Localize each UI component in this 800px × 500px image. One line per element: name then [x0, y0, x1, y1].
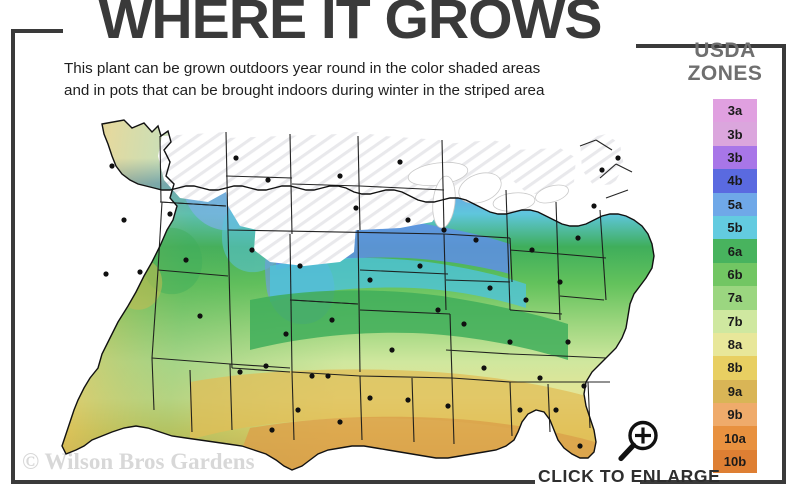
frame-right-edge [782, 44, 786, 484]
legend-swatch-label: 6b [727, 266, 743, 282]
copyright-watermark: © Wilson Bros Gardens [22, 449, 255, 474]
legend-swatch-9b-13: 9b [713, 403, 757, 427]
frame-top-left-stub [11, 29, 63, 33]
legend-swatch-label: 7b [727, 313, 743, 329]
legend-swatch-5b-5: 5b [713, 215, 757, 240]
legend-swatch-9a-12: 9a [713, 379, 757, 404]
usda-heading-line-2: ZONES [687, 61, 763, 85]
legend-swatch-label: 6a [727, 243, 743, 259]
legend-swatch-label: 8a [727, 337, 743, 353]
legend-swatch-10b-15: 10b [713, 449, 757, 474]
legend-swatch-8b-11: 8b [713, 356, 757, 380]
legend-swatch-7b-9: 7b [713, 309, 757, 333]
legend-swatch-label: 3a [727, 103, 743, 119]
legend-swatch-label: 5b [727, 220, 743, 236]
hardiness-zone-map[interactable]: USDA plant hardiness zone map of the con… [40, 110, 660, 480]
legend-swatch-10a-14: 10a [713, 426, 757, 450]
usda-zones-heading: USDA ZONES [666, 39, 784, 85]
legend-swatch-4b-3: 4b [713, 169, 757, 193]
map-landmass [61, 119, 655, 471]
legend-swatch-8a-10: 8a [713, 332, 757, 357]
legend-swatch-label: 10b [723, 454, 747, 470]
state-boundaries [151, 131, 633, 445]
midwest-green-band [250, 290, 568, 360]
page-title: WHERE IT GROWS [98, 0, 603, 50]
legend-swatch-label: 9a [727, 383, 743, 399]
great-lakes [407, 161, 569, 229]
legend-swatch-7a-8: 7a [713, 286, 757, 310]
frame-left-edge [11, 29, 15, 484]
legend-swatch-label: 3b [727, 126, 743, 142]
legend-swatch-5a-4: 5a [713, 192, 757, 216]
south-gold-band [190, 369, 606, 450]
legend-swatch-label: 3b [727, 149, 743, 165]
striped-indoor-region [158, 132, 624, 266]
legend-swatch-label: 7a [727, 290, 743, 306]
legend-swatch-label: 10a [724, 430, 746, 446]
legend-swatch-6a-6: 6a [713, 239, 757, 263]
magnifier-plus-icon[interactable] [614, 417, 662, 465]
description-text: This plant can be grown outdoors year ro… [64, 58, 664, 101]
legend-swatch-6b-7: 6b [713, 262, 757, 287]
legend-swatch-label: 8b [727, 360, 743, 376]
usda-heading-line-1: USDA [694, 39, 756, 62]
midwest-teal-band [270, 257, 526, 308]
frame-top-right-stub [636, 44, 786, 48]
legend-swatch-3b-2: 3b [713, 145, 757, 170]
legend-swatch-label: 4b [727, 173, 743, 189]
description-line-1: This plant can be grown outdoors year ro… [64, 60, 541, 77]
legend-swatch-label: 5a [727, 196, 743, 212]
usda-zone-legend: 3a 3b 3b 4b 5a 5b 6a 6b 7a 7b 8a 8b 9a 9b 10a 10b [713, 99, 757, 474]
description-line-2: and in pots that can be brought indoors … [64, 81, 545, 99]
legend-swatch-3b-1: 3b [713, 122, 757, 146]
legend-swatch-label: 9b [727, 407, 743, 423]
frame-bottom-edge [11, 480, 535, 484]
click-to-enlarge-label[interactable]: CLICK TO ENLARGE [538, 466, 721, 486]
city-markers [103, 155, 621, 449]
conus-border [61, 119, 655, 471]
legend-swatch-3a-0: 3a [713, 99, 757, 123]
frame-bottom-right-edge [640, 480, 786, 484]
